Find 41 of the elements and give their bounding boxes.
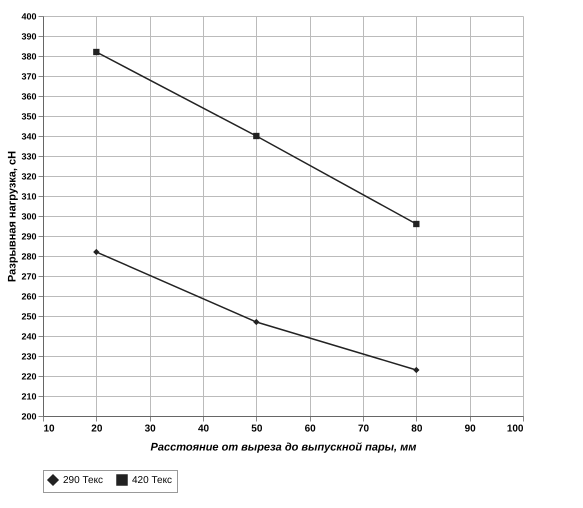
x-axis-title: Расстояние от выреза до выпускной пары, мм (150, 442, 416, 454)
y-tick-label: 290 (21, 232, 36, 242)
y-tick-label: 380 (21, 52, 36, 62)
legend-label: 290 Текс (63, 475, 104, 486)
y-axis-title: Разрывная нагрузка, сН (6, 150, 18, 282)
y-tick-label: 260 (21, 292, 36, 302)
y-tick-label: 360 (21, 92, 36, 102)
point (253, 132, 260, 140)
x-tick-label: 20 (91, 424, 103, 434)
y-tick-label: 270 (21, 272, 36, 282)
y-tick-label: 300 (21, 212, 36, 222)
y-tick-label: 250 (21, 312, 36, 322)
x-tick-label: 90 (464, 424, 476, 434)
y-tick-label: 320 (21, 172, 36, 182)
x-tick-label: 60 (304, 424, 316, 434)
point (93, 248, 100, 256)
y-tick-label: 310 (21, 192, 36, 202)
x-tick-label: 10 (44, 424, 56, 434)
y-tick-label: 390 (21, 32, 36, 42)
y-tick-label: 230 (21, 352, 36, 362)
point (93, 48, 100, 56)
y-tick-label: 210 (21, 392, 36, 402)
x-tick-label: 40 (198, 424, 210, 434)
y-tick-label: 340 (21, 132, 36, 142)
x-tick-label: 100 (506, 424, 524, 434)
point (253, 318, 260, 326)
x-tick-label: 50 (251, 424, 263, 434)
y-tick-label: 240 (21, 332, 36, 342)
x-tick-label: 30 (144, 424, 156, 434)
legend-label: 420 Текс (132, 475, 172, 486)
y-tick-label: 400 (21, 12, 36, 22)
point (413, 366, 420, 374)
point (413, 220, 420, 228)
y-tick-label: 350 (21, 112, 36, 122)
y-tick-label: 370 (21, 72, 36, 82)
y-tick-label: 280 (21, 252, 36, 262)
y-tick-label: 220 (21, 372, 36, 382)
y-tick-label: 330 (21, 152, 36, 162)
y-tick-label: 200 (21, 412, 36, 422)
x-tick-label: 70 (358, 424, 370, 434)
x-tick-label: 80 (411, 424, 423, 434)
